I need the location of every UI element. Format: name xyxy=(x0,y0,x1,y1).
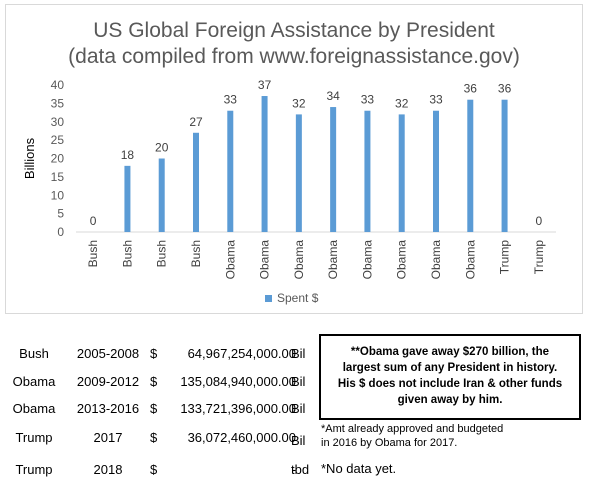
data-label-4: 33 xyxy=(224,93,238,107)
row-3-amount: 133,721,396,000.00 xyxy=(180,401,296,416)
data-label-13: 0 xyxy=(536,214,543,228)
bar-6 xyxy=(295,114,302,232)
x-tick-label-13: Trump xyxy=(532,240,546,275)
row-2-president: Obama xyxy=(12,374,56,389)
data-label-3: 27 xyxy=(189,115,203,129)
row-1-years: 2005-2008 xyxy=(76,346,140,361)
bar-1 xyxy=(124,165,131,232)
y-tick-label-5: 25 xyxy=(51,133,65,147)
data-label-9: 32 xyxy=(395,96,409,110)
footnote-no-data: *No data yet. xyxy=(321,461,397,476)
y-tick-label-6: 30 xyxy=(51,115,65,129)
data-label-1: 18 xyxy=(121,148,135,162)
y-tick-label-2: 10 xyxy=(51,188,65,202)
x-tick-label-6: Obama xyxy=(292,240,306,280)
row-2-unit: Bil xyxy=(291,374,306,389)
y-tick-label-3: 15 xyxy=(51,170,65,184)
row-3-currency: $ xyxy=(150,401,158,416)
note-line-2: largest sum of any President in history. xyxy=(342,362,558,374)
chart-title: US Global Foreign Assistance by Presiden… xyxy=(93,19,495,42)
x-tick-label-3: Bush xyxy=(189,240,203,267)
x-tick-label-4: Obama xyxy=(223,240,237,280)
row-4-amount: 36,072,460,000.00 xyxy=(187,430,296,445)
row-3-unit: Bil xyxy=(291,401,306,416)
x-tick-label-12: Trump xyxy=(498,240,512,275)
row-4-unit: Bil xyxy=(291,433,306,448)
bar-10 xyxy=(433,110,439,232)
note-line-3: His $ does not include Iran & other fund… xyxy=(337,378,563,390)
x-tick-label-7: Obama xyxy=(326,240,340,280)
row-1-unit: Bil xyxy=(291,346,306,361)
bar-chart: 0 5 10 15 20 25 30 35 40 Billions 0 Bush 18 Bush 20 Bus… xyxy=(22,78,556,305)
data-label-8: 33 xyxy=(361,93,375,107)
bar-9 xyxy=(398,114,405,232)
y-axis-label: Billions xyxy=(22,137,37,179)
y-tick-label-1: 5 xyxy=(57,207,64,221)
x-tick-label-11: Obama xyxy=(463,240,477,280)
data-label-0: 0 xyxy=(90,214,97,228)
row-5-president: Trump xyxy=(15,462,53,477)
row-5-amount: - xyxy=(291,462,296,477)
bar-12 xyxy=(501,99,508,232)
row-3-years: 2013-2016 xyxy=(76,401,140,416)
y-tick-label-0: 0 xyxy=(57,225,64,239)
row-4-currency: $ xyxy=(150,430,158,445)
y-tick-label-7: 35 xyxy=(51,96,65,110)
x-tick-label-9: Obama xyxy=(395,240,409,280)
bar-5 xyxy=(261,96,268,233)
data-label-7: 34 xyxy=(326,89,340,103)
x-tick-label-8: Obama xyxy=(360,240,374,280)
bar-11 xyxy=(467,99,474,232)
y-tick-label-4: 20 xyxy=(51,152,65,166)
row-1-president: Bush xyxy=(19,346,49,361)
x-tick-label-5: Obama xyxy=(258,240,272,280)
bar-2 xyxy=(158,158,165,232)
bar-4 xyxy=(227,110,234,232)
bar-7 xyxy=(330,107,337,232)
bar-3 xyxy=(193,132,199,232)
x-tick-label-0: Bush xyxy=(86,240,100,267)
row-5-unit: tbd xyxy=(291,462,310,477)
data-label-2: 20 xyxy=(155,141,169,155)
data-label-6: 32 xyxy=(292,96,306,110)
footnote-approved-line-2: in 2016 by Obama for 2017. xyxy=(321,437,458,449)
bar-8 xyxy=(364,110,371,232)
row-2-amount: 135,084,940,000.00 xyxy=(180,374,296,389)
data-label-5: 37 xyxy=(258,78,272,92)
x-tick-label-1: Bush xyxy=(120,240,134,267)
row-4-president: Trump xyxy=(15,430,53,445)
y-tick-label-8: 40 xyxy=(51,78,65,92)
data-label-11: 36 xyxy=(464,82,478,96)
x-tick-label-10: Obama xyxy=(429,240,443,280)
note-line-4: given away by him. xyxy=(397,394,503,406)
legend-label: Spent $ xyxy=(277,291,319,305)
chart-area: US Global Foreign Assistance by Presiden… xyxy=(5,4,583,314)
data-label-12: 36 xyxy=(498,82,512,96)
row-1-amount: 64,967,254,000.00 xyxy=(187,346,296,361)
row-5-years: 2018 xyxy=(93,462,123,477)
row-5-currency: $ xyxy=(150,462,158,477)
row-1-currency: $ xyxy=(150,346,158,361)
x-tick-label-2: Bush xyxy=(155,240,169,267)
note-box: **Obama gave away $270 billion, the larg… xyxy=(319,334,581,420)
footnote-approved-line-1: *Amt already approved and budgeted xyxy=(321,423,504,435)
row-4-years: 2017 xyxy=(93,430,123,445)
row-3-president: Obama xyxy=(12,401,56,416)
legend-swatch xyxy=(265,295,272,302)
row-2-years: 2009-2012 xyxy=(76,374,140,389)
note-line-1: **Obama gave away $270 billion, the xyxy=(350,346,550,358)
chart-subtitle: (data compiled from www.foreignassistanc… xyxy=(68,45,520,68)
data-label-10: 33 xyxy=(429,93,443,107)
row-2-currency: $ xyxy=(150,374,158,389)
